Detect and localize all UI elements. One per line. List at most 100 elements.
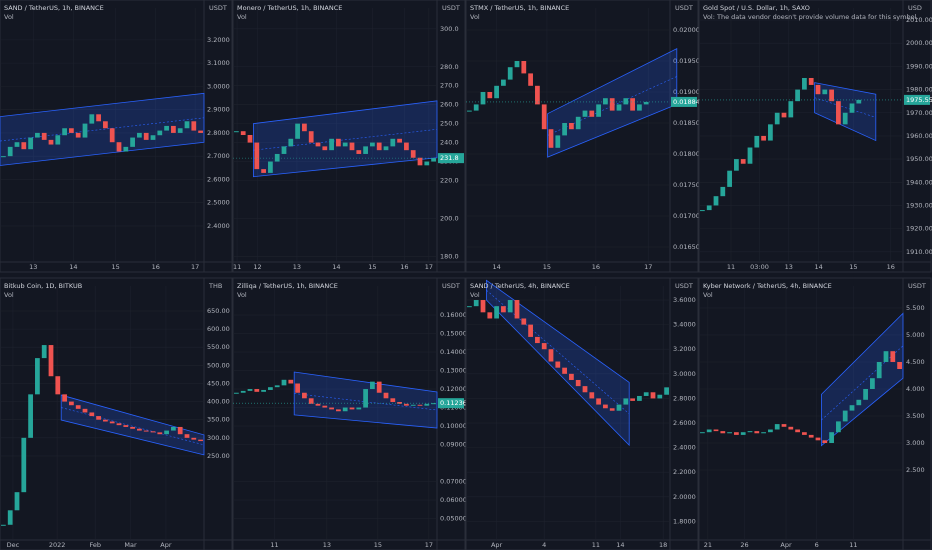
candle [89,114,95,124]
y-tick-label: 0.06000 [440,496,467,504]
candle [103,121,108,129]
candle [487,92,493,99]
x-tick-label: 13 [29,263,37,271]
candle [417,404,423,406]
y-tick-label: 350.00 [207,416,230,424]
candle [69,128,74,133]
candle [150,135,156,140]
currency-label: USDT [675,4,693,12]
x-tick-label: Apr [780,541,792,549]
panel [465,277,699,550]
candle [562,123,567,136]
candle [336,138,341,147]
volume-label: Vol [4,13,14,21]
candle [336,409,341,412]
last-price-label: 0.11236 [440,399,467,407]
candle [713,196,719,206]
x-tick-label: 6 [815,541,819,549]
candle [157,432,163,435]
candle [589,392,595,399]
x-tick-label: 17 [644,263,652,271]
candle [535,85,540,105]
candle [184,434,190,438]
channel-median [61,407,205,446]
candle [424,403,430,406]
candle [137,428,142,431]
y-tick-label: 180.0 [440,252,459,260]
x-tick-label: 14 [616,541,624,549]
candle [727,432,732,434]
candle [720,186,726,197]
candle [137,132,142,138]
candle [96,416,101,420]
x-tick-label: 11 [592,541,600,549]
y-tick-label: 2.5000 [207,199,230,207]
x-tick-label: 11 [727,263,735,271]
candle [802,77,807,90]
candle [836,421,841,433]
candle [376,142,382,151]
candle [897,361,902,370]
candle [720,431,726,434]
candle [247,389,253,391]
candle [349,142,355,151]
candle [569,373,574,380]
x-tick-label: 17 [425,541,433,549]
y-tick-label: 0.01800 [673,150,700,158]
candle [48,139,54,145]
y-tick-label: 2.6000 [673,419,696,427]
candle [397,138,402,143]
candle [143,430,149,432]
candle [164,125,169,131]
x-tick-label: 14 [492,263,500,271]
chart-title: Kyber Network / TetherUS, 4h, BINANCE [703,282,832,290]
chart-title: Zilliqa / TetherUS, 1h, BINANCE [237,282,338,290]
candle [431,403,436,405]
candle [82,408,88,413]
y-tick-label: 3.0000 [673,370,696,378]
y-tick-label: 250.0 [440,120,459,128]
candle [184,121,190,129]
candle [55,376,61,395]
candle [623,98,629,105]
candle [21,142,27,150]
y-tick-label: 1960.00 [906,132,932,140]
candle [630,398,635,401]
candle [109,128,115,143]
y-tick-label: 0.01650 [673,243,700,251]
candle [103,419,108,422]
candle [727,170,732,187]
candle [521,318,527,325]
candle [582,110,588,117]
candle [349,407,355,410]
y-tick-label: 240.0 [440,139,459,147]
candle [706,205,712,211]
candle [62,128,67,136]
y-tick-label: 2010.00 [906,16,932,24]
last-price-badge [904,94,930,105]
candle [75,405,81,409]
candle [569,123,574,130]
candle [410,150,416,158]
candle [7,146,13,157]
y-tick-label: 2.8000 [207,129,230,137]
x-tick-label: 03:00 [750,263,769,271]
y-tick-label: 0.01950 [673,57,700,65]
candle [664,387,669,395]
candle [329,407,334,410]
candle [870,378,875,389]
candle [288,379,294,384]
candle [261,169,266,173]
volume-label: Vol [470,291,480,299]
candle [856,399,862,406]
y-tick-label: 2.2000 [673,468,696,476]
x-tick-label: 11 [849,541,857,549]
y-tick-label: 1920.00 [906,225,932,233]
candle [734,432,739,435]
y-tick-label: 2.4000 [673,444,696,452]
y-tick-label: 4.500 [906,358,925,366]
candle [41,345,47,359]
candle [342,142,348,147]
candle [274,153,280,162]
candle [596,104,601,117]
